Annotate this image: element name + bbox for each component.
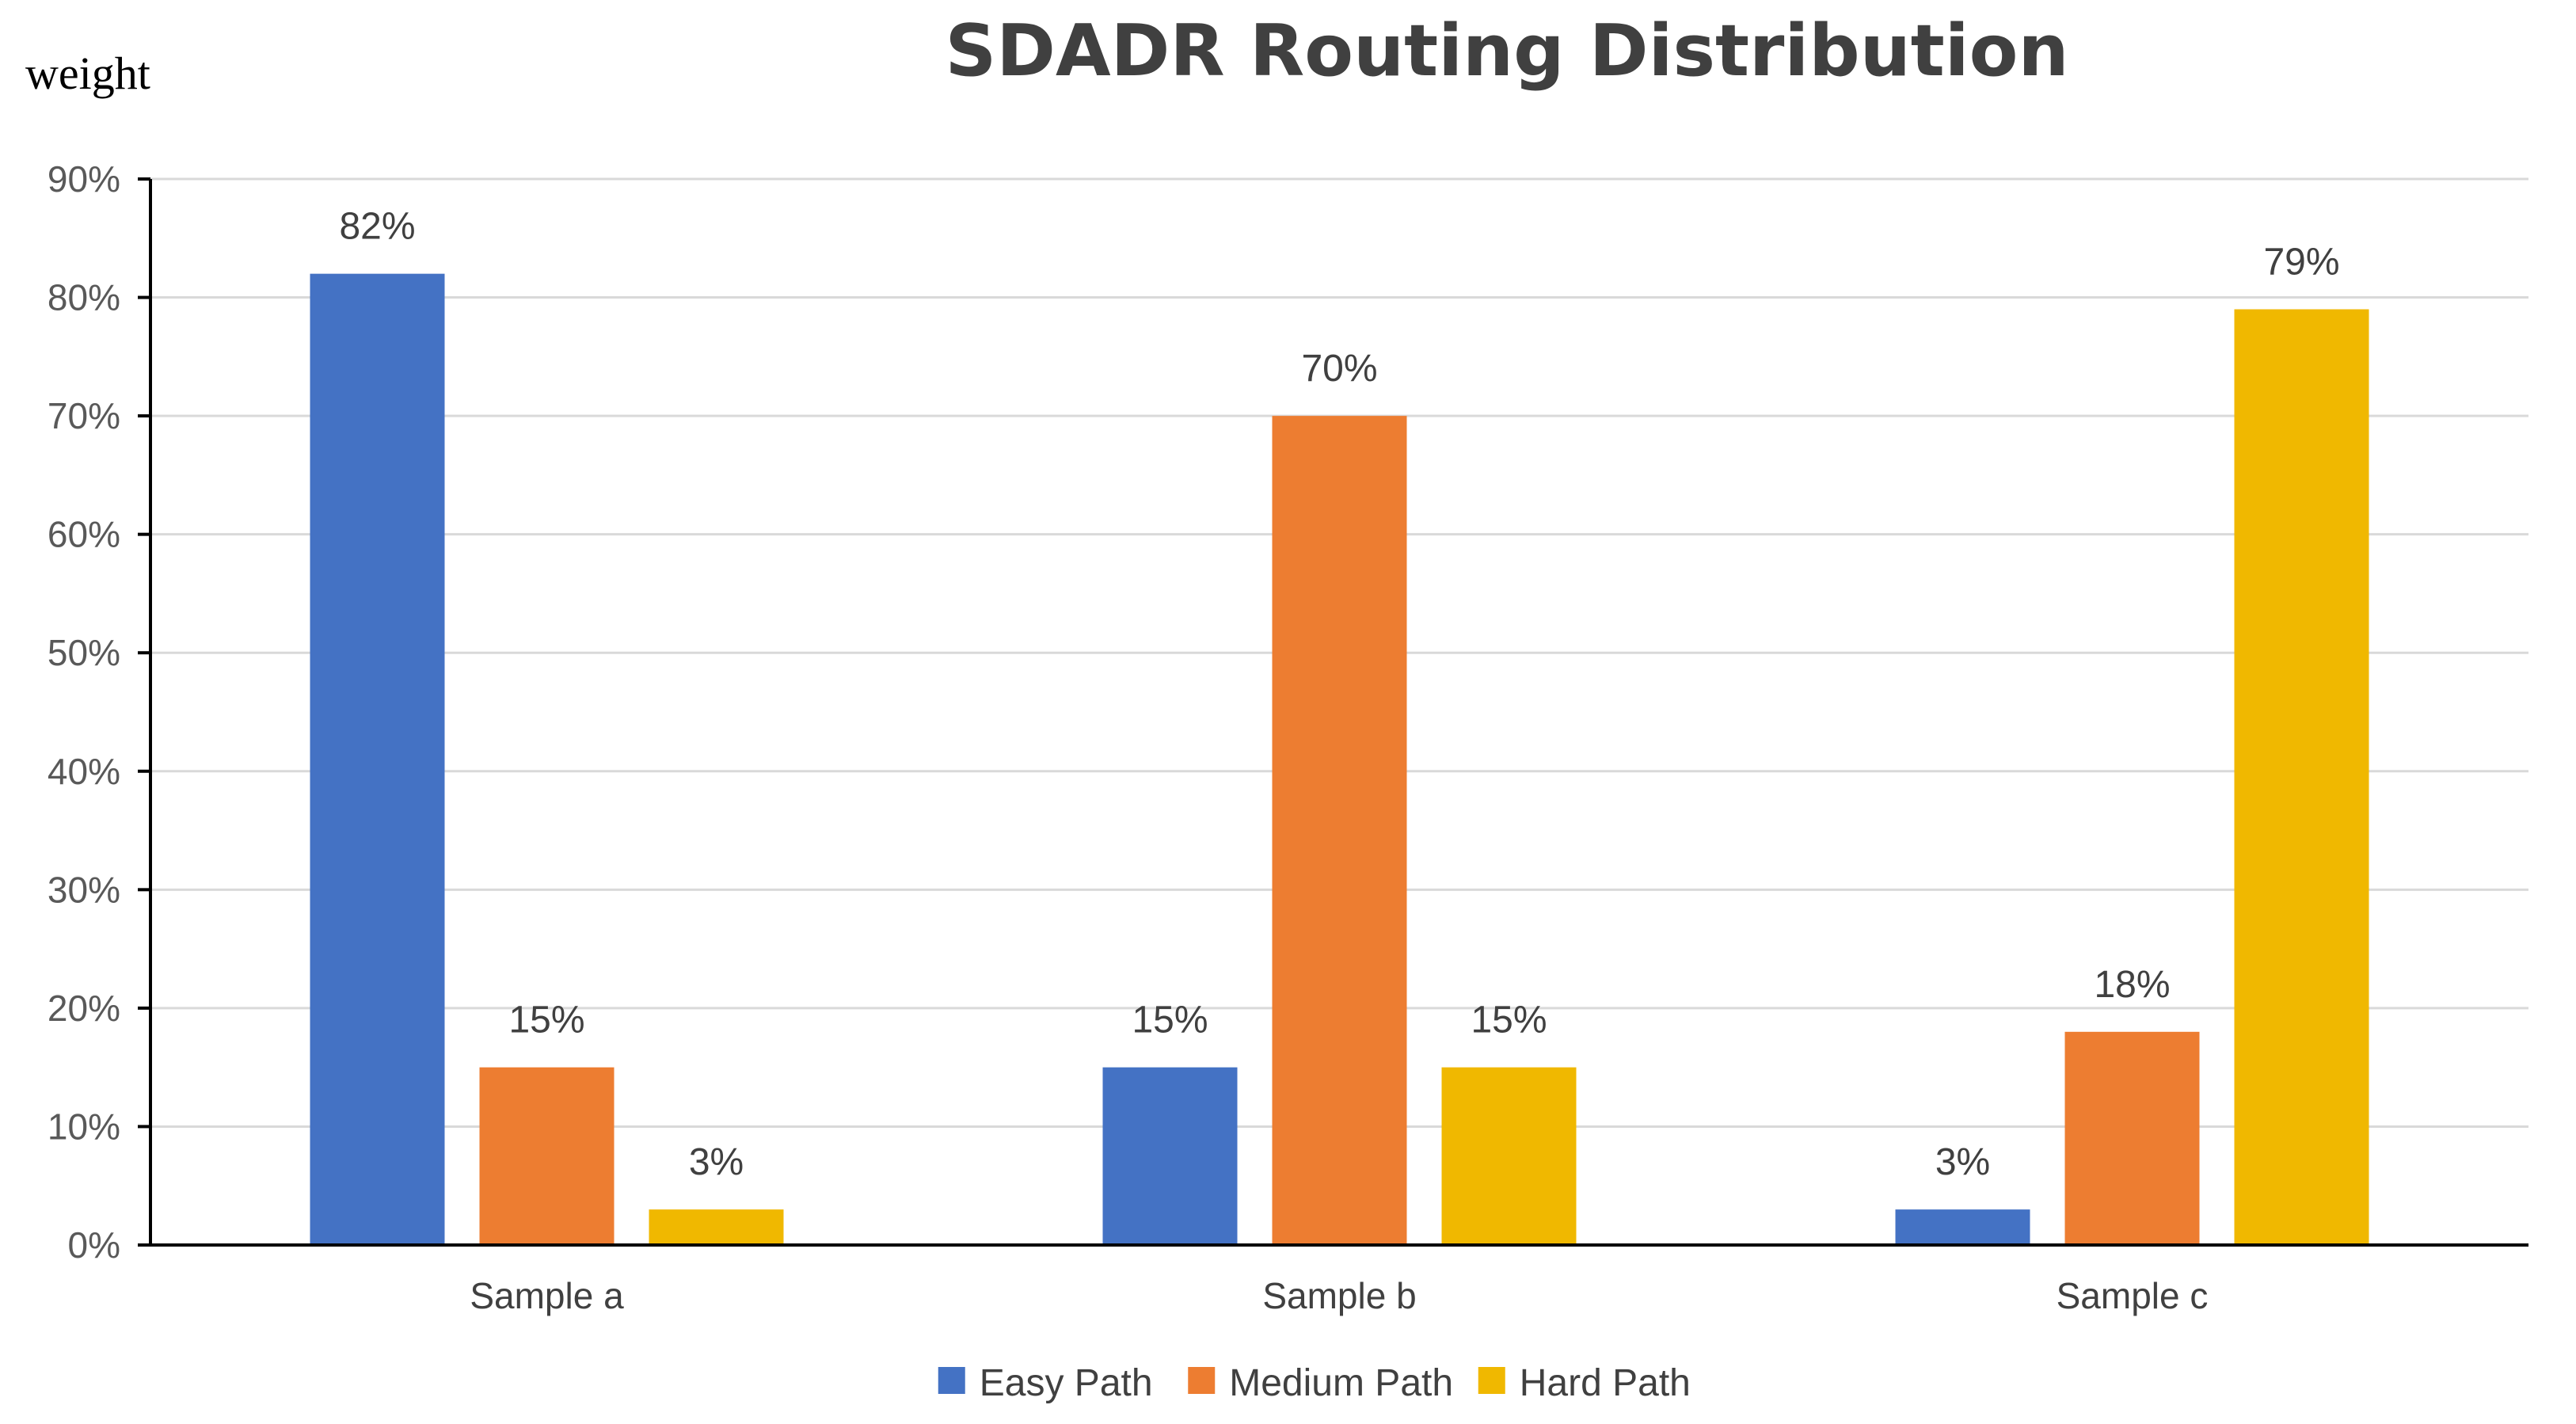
chart-title: SDADR Routing Distribution: [945, 10, 2068, 93]
y-tick-label: 40%: [48, 751, 120, 792]
legend-label: Hard Path: [1520, 1362, 1691, 1404]
data-label: 15%: [1471, 999, 1547, 1041]
bar-medium-path-3: [2064, 1031, 2200, 1245]
x-tick-label: Sample a: [470, 1275, 624, 1316]
data-label: 18%: [2094, 964, 2170, 1006]
bars: [310, 273, 2369, 1246]
y-tick-label: 90%: [48, 158, 120, 200]
bar-easy-path-3: [1895, 1209, 2030, 1245]
bar-hard-path-3: [2234, 309, 2369, 1245]
y-tick-label: 60%: [48, 514, 120, 555]
bar-hard-path-2: [1441, 1067, 1577, 1245]
legend-swatch: [1188, 1367, 1216, 1394]
y-tick-label: 10%: [48, 1106, 120, 1147]
legend: Easy Path Medium Path Hard Path: [938, 1362, 1691, 1404]
bar-medium-path-1: [479, 1067, 615, 1245]
y-tick-label: 30%: [48, 869, 120, 910]
y-tick-label: 20%: [48, 988, 120, 1029]
data-labels: 82% 15% 3% 15% 70% 15% 3% 18% 79%: [339, 206, 2339, 1183]
x-tick-label: Sample b: [1262, 1275, 1416, 1316]
data-label: 79%: [2263, 242, 2339, 284]
y-tick-labels: 0% 10% 20% 30% 40% 50% 60% 70% 80% 90%: [48, 158, 120, 1266]
data-label: 3%: [689, 1141, 744, 1183]
legend-label: Medium Path: [1229, 1362, 1453, 1404]
data-label: 70%: [1301, 348, 1377, 390]
bar-hard-path-1: [649, 1209, 784, 1245]
bar-medium-path-2: [1272, 416, 1407, 1245]
bar-easy-path-1: [310, 273, 445, 1246]
data-label: 15%: [1132, 999, 1208, 1041]
y-tick-label: 0%: [68, 1224, 120, 1266]
x-tick-labels: Sample a Sample b Sample c: [470, 1275, 2208, 1316]
x-tick-label: Sample c: [2057, 1275, 2209, 1316]
y-tick-label: 50%: [48, 632, 120, 673]
legend-swatch: [938, 1367, 965, 1394]
data-label: 82%: [339, 206, 415, 248]
bar-easy-path-2: [1102, 1067, 1238, 1245]
y-axis-label: weight: [25, 48, 150, 99]
y-tick-label: 80%: [48, 277, 120, 318]
data-label: 3%: [1935, 1141, 1990, 1183]
axes: [138, 177, 2528, 1247]
legend-label: Easy Path: [980, 1362, 1153, 1404]
legend-swatch: [1478, 1367, 1505, 1394]
y-tick-label: 70%: [48, 395, 120, 436]
data-label: 15%: [508, 999, 584, 1041]
